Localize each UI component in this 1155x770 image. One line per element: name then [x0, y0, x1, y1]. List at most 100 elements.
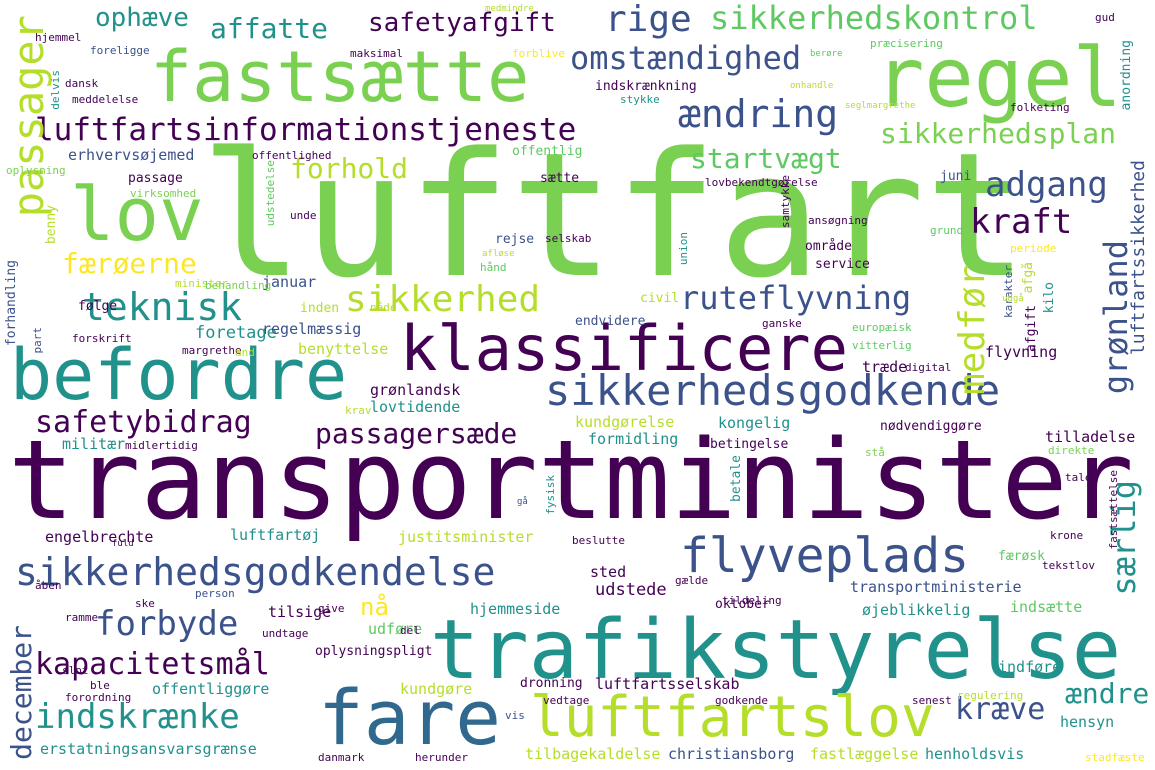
word: kilo — [1042, 282, 1057, 314]
word: tildeling — [722, 594, 782, 607]
word: fare — [318, 673, 502, 762]
word: ganske — [762, 317, 802, 330]
word: passage — [128, 171, 183, 186]
word: gud — [1095, 11, 1115, 24]
word: karakter — [1002, 265, 1015, 318]
word: sted — [590, 563, 627, 581]
word: gælde — [675, 574, 709, 587]
word: afløse — [482, 249, 515, 259]
word: offentlighed — [252, 149, 332, 162]
word: kraft — [970, 202, 1073, 242]
word: lovbekendtgørelse — [705, 176, 818, 189]
word: indsætte — [1010, 598, 1083, 616]
word: trafikstyrelse — [430, 603, 1122, 698]
word: berøre — [810, 49, 843, 59]
word: union — [677, 232, 690, 266]
word: tekstlov — [1042, 559, 1095, 572]
word: undtage — [262, 627, 309, 640]
word: færøsk — [998, 549, 1045, 564]
word: befordre — [10, 334, 348, 416]
word: offentlig — [512, 144, 583, 159]
word: krone — [1050, 529, 1084, 542]
word: passager — [4, 15, 53, 218]
word: åben — [35, 579, 62, 592]
word: sikkerhedskontrol — [710, 0, 1038, 37]
word: regulering — [957, 689, 1024, 702]
word: christiansborg — [668, 745, 795, 763]
word: virksomhed — [130, 187, 197, 200]
word: udstede — [595, 580, 667, 600]
word: henholdsvis — [925, 745, 1025, 763]
word: nå — [360, 593, 389, 621]
word: forskrift — [72, 332, 132, 345]
word: samtykke — [779, 175, 792, 228]
word: udgå — [1002, 294, 1024, 304]
word: safetyafgift — [368, 8, 556, 38]
word: rige — [605, 0, 692, 40]
word: person — [195, 587, 235, 600]
word: stå — [865, 446, 885, 459]
word: tale — [1065, 471, 1092, 484]
word: omstændighed — [570, 39, 802, 77]
word: regelmæssig — [262, 320, 362, 338]
word: hjemmel — [35, 31, 82, 44]
word: fastsætte — [150, 36, 530, 118]
word: startvægt — [690, 142, 842, 175]
word: godkende — [715, 694, 768, 707]
word: passagersæde — [315, 417, 518, 450]
word: ramme — [65, 611, 99, 624]
word: selskab — [545, 232, 592, 245]
word: behandling — [205, 279, 272, 292]
word: formidling — [588, 430, 679, 448]
word: militær — [62, 435, 126, 453]
word: forbyde — [95, 604, 239, 644]
word: luftfartslov — [530, 685, 935, 750]
word: transportminister — [8, 416, 1134, 544]
word: hånd — [480, 261, 507, 274]
word: præcisering — [870, 37, 943, 50]
word: kapacitetsmål — [35, 647, 270, 682]
word: teknisk — [82, 285, 243, 329]
word: klassificere — [400, 312, 848, 385]
word: inden — [300, 301, 340, 316]
word: delvis — [49, 70, 62, 110]
word: senest — [912, 694, 952, 707]
word: sikkerhed — [345, 279, 541, 320]
word: slot — [62, 664, 89, 677]
word: ophæve — [95, 3, 189, 33]
word: forhold — [290, 152, 409, 185]
word: beslutte — [572, 534, 625, 547]
word: januar — [262, 273, 317, 291]
word: del — [400, 624, 420, 637]
word: herunder — [415, 751, 468, 764]
word: krav — [345, 404, 372, 417]
word: affatte — [210, 12, 329, 45]
word: fastlæggelse — [810, 745, 919, 763]
word: service — [815, 257, 870, 272]
word: luftfartsinformationstjeneste — [35, 112, 577, 148]
word: dansk — [65, 77, 99, 90]
word: sætte — [540, 171, 580, 186]
word: indskrænke — [35, 697, 240, 737]
word: digital — [905, 361, 952, 374]
word: seglmargrethe — [845, 101, 916, 111]
word: fysisk — [544, 475, 557, 515]
word: justitsminister — [398, 528, 534, 546]
word: tilladelse — [1045, 428, 1136, 446]
word: øjeblikkelig — [862, 601, 971, 619]
word: adgang — [985, 165, 1108, 205]
word: forblive — [512, 47, 565, 60]
word: sikkerhedsplan — [880, 117, 1117, 150]
word: færøerne — [62, 247, 197, 280]
word: rejse — [495, 232, 535, 247]
word: periode — [1010, 242, 1057, 255]
word: tilsige — [268, 603, 332, 621]
word: regel — [875, 31, 1122, 126]
word: forordning — [65, 691, 132, 704]
word: flyvning — [985, 343, 1058, 361]
word: stadfæste — [1085, 751, 1145, 764]
word: folketing — [1010, 101, 1070, 114]
word: indføre — [998, 658, 1062, 676]
word: medmindre — [485, 4, 534, 14]
word: kundgørelse — [575, 413, 675, 431]
